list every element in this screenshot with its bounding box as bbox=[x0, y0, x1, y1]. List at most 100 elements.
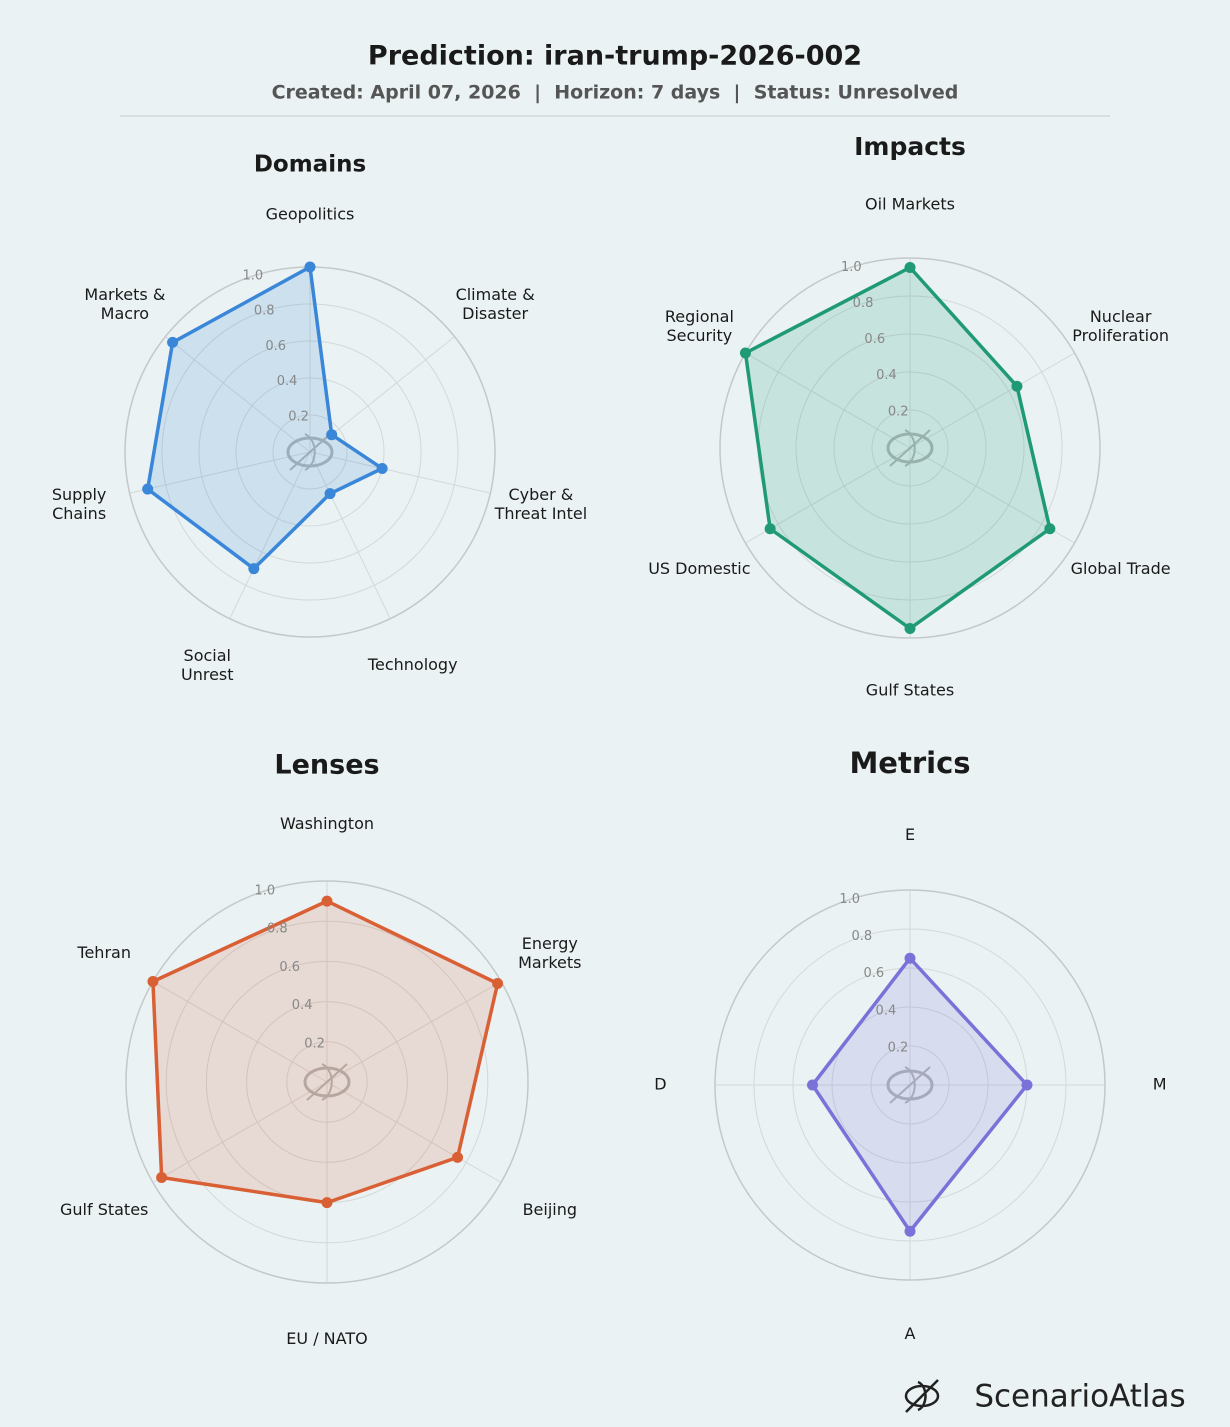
grid-ring bbox=[833, 371, 987, 525]
grid-ring bbox=[753, 928, 1067, 1242]
radar-point bbox=[324, 488, 336, 500]
radar-point bbox=[304, 261, 316, 273]
radar-point bbox=[321, 895, 333, 907]
grid-ring bbox=[871, 409, 949, 487]
page-subtitle: Created: April 07, 2026 | Horizon: 7 day… bbox=[272, 82, 959, 104]
radar-point bbox=[1044, 523, 1056, 535]
logo-stroke bbox=[889, 429, 931, 467]
radar-point bbox=[807, 1079, 818, 1091]
center-logo bbox=[286, 433, 334, 471]
spoke bbox=[165, 336, 311, 453]
axis-label: M bbox=[1153, 1075, 1167, 1094]
radar-point bbox=[492, 978, 504, 990]
axis-label: A bbox=[905, 1324, 916, 1343]
grid-ring bbox=[714, 889, 1106, 1281]
axis-label: Climate & Disaster bbox=[456, 284, 535, 322]
axis-label: Markets & Macro bbox=[84, 284, 165, 322]
axis-label: D bbox=[654, 1075, 666, 1094]
radar-area bbox=[145, 265, 384, 571]
r-tick-label: 1.0 bbox=[255, 883, 276, 898]
axis-label: Oil Markets bbox=[865, 194, 955, 213]
axis-label: Geopolitics bbox=[266, 205, 355, 224]
radar-point bbox=[167, 336, 179, 348]
logo-stroke bbox=[889, 1066, 931, 1104]
radar-point bbox=[452, 1151, 464, 1163]
r-tick-label: 0.8 bbox=[254, 304, 275, 319]
axis-label: US Domestic bbox=[648, 559, 750, 578]
radar-point bbox=[142, 483, 154, 495]
r-tick-label: 0.4 bbox=[876, 1003, 897, 1018]
grid-ring bbox=[165, 920, 489, 1244]
spoke bbox=[152, 1081, 328, 1183]
brand-logo bbox=[904, 1379, 940, 1413]
axis-label: Nuclear Proliferation bbox=[1072, 306, 1169, 344]
r-tick-label: 0.2 bbox=[888, 404, 909, 419]
spoke bbox=[326, 981, 502, 1083]
r-tick-label: 1.0 bbox=[841, 260, 862, 275]
r-tick-label: 0.4 bbox=[876, 368, 897, 383]
axis-label: Global Trade bbox=[1071, 559, 1171, 578]
axis-label: Beijing bbox=[523, 1200, 577, 1219]
radar-point bbox=[904, 262, 916, 273]
axis-label: Gulf States bbox=[60, 1200, 148, 1219]
radar-point bbox=[147, 976, 159, 987]
radar-point bbox=[1021, 1079, 1033, 1091]
spoke bbox=[152, 981, 328, 1083]
radar-point bbox=[764, 523, 776, 535]
grid-ring bbox=[272, 414, 348, 490]
chart-title: Lenses bbox=[274, 750, 379, 781]
r-tick-label: 0.2 bbox=[888, 1040, 909, 1055]
chart-title: Metrics bbox=[849, 746, 970, 780]
radar-area bbox=[743, 265, 1052, 631]
grid-ring bbox=[795, 333, 1025, 563]
radar-area bbox=[151, 899, 500, 1205]
radar-area bbox=[810, 956, 1029, 1233]
grid-ring bbox=[198, 340, 422, 564]
page-title: Prediction: iran-trump-2026-002 bbox=[368, 41, 862, 72]
chart-title: Domains bbox=[254, 152, 366, 178]
r-tick-label: 0.2 bbox=[288, 409, 309, 424]
grid-ring bbox=[870, 1045, 950, 1125]
radar-point bbox=[248, 563, 260, 575]
r-tick-label: 0.4 bbox=[292, 998, 313, 1013]
spoke bbox=[909, 352, 1075, 449]
axis-label: Energy Markets bbox=[518, 933, 581, 971]
axis-label: Washington bbox=[280, 814, 374, 833]
axis-label: Technology bbox=[367, 655, 458, 674]
axis-label: Tehran bbox=[76, 943, 131, 962]
grid-ring bbox=[235, 377, 385, 527]
radar-point bbox=[904, 1225, 916, 1237]
axis-label: E bbox=[905, 825, 915, 844]
chart-title: Impacts bbox=[854, 132, 966, 161]
grid-ring bbox=[831, 1006, 989, 1164]
spoke bbox=[129, 451, 311, 494]
r-tick-label: 0.6 bbox=[864, 332, 885, 347]
r-tick-label: 0.8 bbox=[851, 929, 872, 944]
r-tick-label: 0.4 bbox=[277, 374, 298, 389]
radar-point bbox=[156, 1171, 168, 1183]
axis-label: Regional Security bbox=[665, 306, 734, 344]
axis-label: EU / NATO bbox=[286, 1329, 367, 1348]
grid-ring bbox=[719, 257, 1101, 639]
spoke bbox=[309, 451, 491, 494]
brand-name: ScenarioAtlas bbox=[974, 1379, 1185, 1415]
grid-ring bbox=[125, 880, 529, 1284]
logo-stroke bbox=[306, 1063, 348, 1101]
radar-point bbox=[739, 347, 751, 359]
center-logo bbox=[886, 429, 934, 467]
center-logo bbox=[303, 1063, 351, 1101]
radar-point bbox=[1011, 380, 1023, 392]
r-tick-label: 0.8 bbox=[853, 296, 874, 311]
logo-stroke bbox=[289, 433, 331, 471]
r-tick-label: 1.0 bbox=[242, 269, 263, 284]
radar-point bbox=[904, 623, 916, 634]
radar-point bbox=[904, 952, 916, 964]
r-tick-label: 0.6 bbox=[265, 339, 286, 354]
r-tick-label: 0.2 bbox=[304, 1036, 325, 1051]
spoke bbox=[229, 451, 311, 619]
center-logo bbox=[886, 1066, 934, 1104]
grid-ring bbox=[286, 1041, 368, 1123]
axis-label: Cyber & Threat Intel bbox=[494, 485, 588, 523]
axis-label: Gulf States bbox=[866, 681, 954, 700]
